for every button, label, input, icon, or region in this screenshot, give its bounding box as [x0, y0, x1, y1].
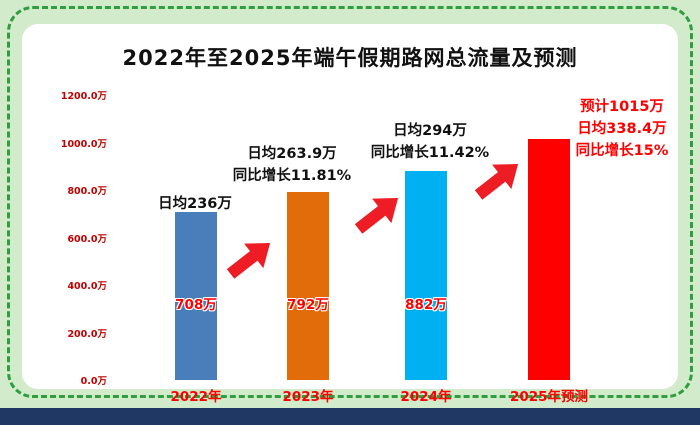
bar-2025-forecast [528, 139, 570, 380]
y-axis-tick: 600.0万 [67, 233, 107, 245]
trend-arrow-icon [218, 225, 285, 290]
trend-arrow-icon [346, 180, 413, 245]
bar-value-label: 882万 [405, 297, 447, 313]
y-axis-tick: 1200.0万 [60, 91, 107, 102]
trend-arrow-icon [466, 146, 533, 211]
category-label-2025: 2025年预测 [509, 389, 589, 405]
annotation-2024: 日均294万 同比增长11.42% [370, 123, 490, 161]
plot-area: 0.0万 200.0万 400.0万 600.0万 800.0万 1000.0万… [61, 91, 675, 405]
category-label-2024: 2024年 [400, 389, 452, 405]
chart-title: 2022年至2025年端午假期路网总流量及预测 [122, 46, 578, 70]
chart-card: 2022年至2025年端午假期路网总流量及预测 0.0万 200.0万 400.… [22, 24, 678, 405]
y-axis-tick: 0.0万 [80, 376, 107, 387]
bar-value-label: 708万 [175, 297, 217, 313]
annotation-2022: 日均236万 [158, 196, 232, 212]
bar-2023 [287, 192, 329, 380]
y-axis-tick: 800.0万 [67, 186, 107, 197]
bar-value-label: 792万 [287, 297, 329, 313]
annotation-2023: 日均263.9万 同比增长11.81% [232, 146, 352, 184]
bar-2022 [175, 212, 217, 380]
category-label-2023: 2023年 [282, 389, 334, 405]
y-axis-tick: 1000.0万 [60, 138, 107, 150]
bar-2024 [405, 171, 447, 380]
category-label-2022: 2022年 [170, 389, 222, 405]
y-axis-tick: 200.0万 [67, 328, 107, 340]
footer-strip [0, 408, 700, 425]
y-axis-tick: 400.0万 [67, 281, 107, 292]
annotation-2025-forecast: 预计1015万 日均338.4万 同比增长15% [575, 99, 669, 159]
